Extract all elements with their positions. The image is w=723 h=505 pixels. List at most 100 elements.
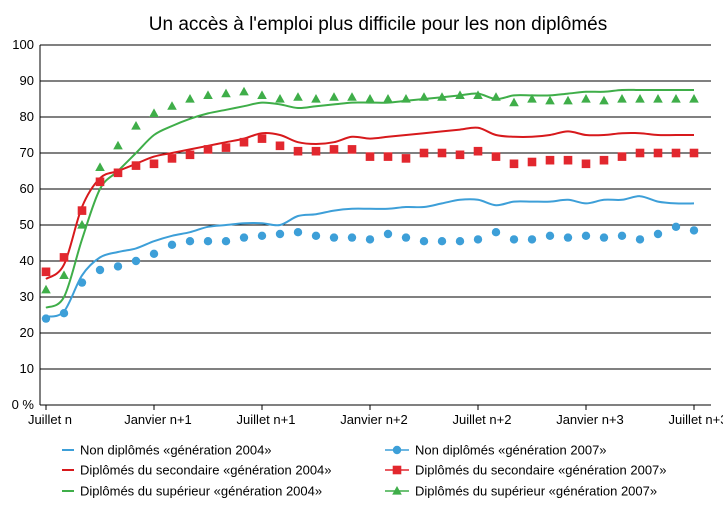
data-point	[131, 256, 141, 266]
data-point	[347, 92, 357, 101]
data-point	[473, 146, 483, 156]
series-2	[45, 126, 694, 280]
data-point	[329, 145, 339, 154]
data-point	[149, 159, 159, 169]
data-point	[275, 229, 285, 239]
y-tick-label: 10	[20, 361, 34, 376]
data-point	[473, 235, 483, 244]
data-point	[599, 155, 609, 165]
data-point	[113, 262, 123, 271]
series-6	[41, 86, 699, 294]
chart-title: Un accès à l'emploi plus difficile pour …	[149, 14, 607, 35]
data-point	[509, 159, 519, 169]
legend-item: Diplômés du supérieur «génération 2007»	[385, 484, 657, 499]
series-3	[45, 88, 694, 309]
legend-marker	[392, 486, 402, 495]
data-point	[401, 94, 411, 103]
legend-item: Diplômés du secondaire «génération 2004»	[62, 463, 332, 478]
legend-marker	[392, 465, 402, 475]
y-tick-label: 20	[20, 325, 34, 340]
data-point	[635, 148, 645, 158]
data-point	[545, 95, 555, 105]
legend-label: Diplômés du secondaire «génération 2004»	[80, 463, 332, 478]
data-point	[653, 94, 663, 103]
y-tick-label: 60	[20, 181, 34, 196]
data-point	[455, 90, 465, 99]
data-point	[437, 237, 447, 246]
data-point	[113, 168, 123, 178]
plot-area: 0 % 10 20 30 40 50 60 70 80 90 100 Juillet n Janvier…	[12, 37, 723, 427]
data-point	[221, 88, 231, 98]
data-point	[239, 233, 249, 242]
data-point	[77, 278, 87, 287]
data-point	[311, 146, 321, 156]
data-point	[167, 101, 177, 110]
data-point	[365, 94, 375, 103]
data-point	[599, 95, 609, 105]
data-point	[95, 265, 105, 275]
legend: Non diplômés «génération 2004» Diplômés d…	[62, 443, 667, 499]
x-tick-label: Janvier n+2	[340, 412, 408, 427]
data-point	[599, 233, 609, 242]
data-point	[563, 233, 573, 242]
x-tick-label: Janvier n+3	[556, 412, 624, 427]
data-point	[635, 94, 645, 103]
legend-marker	[392, 445, 402, 455]
data-point	[527, 235, 537, 244]
data-point	[455, 237, 465, 246]
data-point	[347, 145, 357, 154]
data-point	[671, 94, 681, 103]
data-point	[257, 90, 267, 99]
data-point	[635, 235, 645, 244]
series-5	[41, 134, 699, 277]
data-point	[77, 220, 87, 229]
series-4	[41, 222, 699, 323]
data-point	[527, 94, 537, 103]
data-point	[419, 92, 429, 101]
y-tick-label: 70	[20, 145, 34, 160]
y-tick-label: 90	[20, 73, 34, 88]
data-point	[149, 108, 159, 117]
data-point	[563, 95, 573, 105]
data-point	[59, 309, 69, 318]
data-point	[527, 157, 537, 167]
data-point	[149, 249, 159, 258]
data-point	[671, 222, 681, 231]
data-point	[689, 148, 699, 158]
data-point	[167, 154, 177, 163]
data-point	[437, 148, 447, 158]
data-point	[545, 155, 555, 165]
data-point	[329, 233, 339, 242]
data-point	[581, 94, 591, 103]
data-point	[41, 284, 51, 294]
x-tick-label: Juillet n+3	[669, 412, 723, 427]
data-point	[419, 237, 429, 246]
data-point	[653, 229, 663, 239]
data-point	[347, 233, 357, 242]
data-point	[113, 140, 123, 150]
data-point	[509, 235, 519, 244]
data-point	[401, 154, 411, 163]
data-point	[689, 226, 699, 235]
legend-label: Non diplômés «génération 2004»	[80, 443, 272, 458]
data-point	[581, 231, 591, 240]
data-point	[203, 237, 213, 246]
series-1	[45, 195, 695, 318]
data-point	[59, 253, 69, 262]
data-point	[491, 228, 501, 237]
data-point	[671, 148, 681, 158]
data-point	[545, 231, 555, 240]
data-point	[383, 229, 393, 239]
legend-item: Non diplômés «génération 2007»	[385, 443, 607, 458]
x-tick-label: Juillet n+2	[453, 412, 512, 427]
data-point	[257, 231, 267, 240]
data-point	[293, 92, 303, 101]
data-point	[473, 90, 483, 99]
data-point	[167, 240, 177, 249]
legend-label: Diplômés du secondaire «génération 2007»	[415, 463, 667, 478]
data-point	[419, 148, 429, 158]
data-point	[311, 231, 321, 240]
data-point	[293, 146, 303, 156]
data-point	[509, 97, 519, 107]
y-tick-label: 40	[20, 253, 34, 268]
